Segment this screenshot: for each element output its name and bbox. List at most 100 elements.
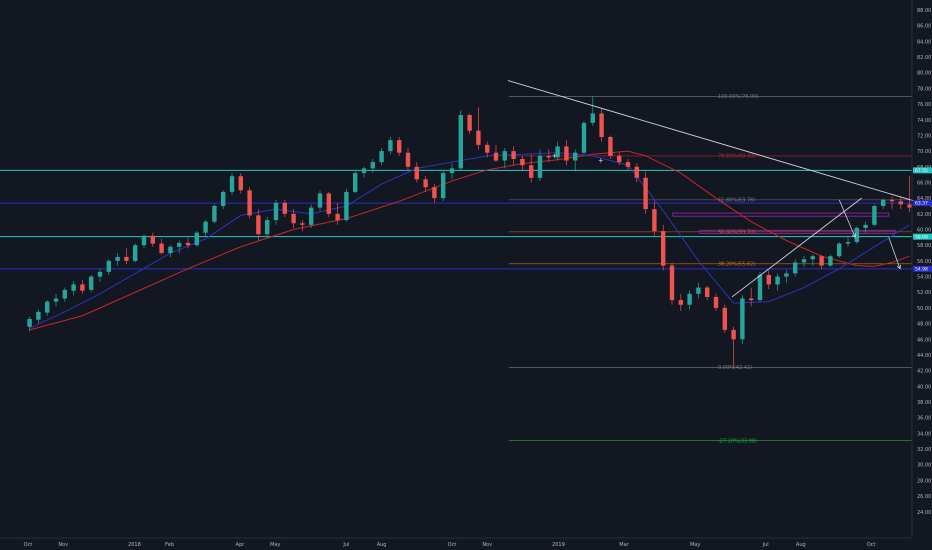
- y-tick-label: 36.00: [917, 416, 931, 422]
- candle-body: [599, 113, 604, 138]
- x-tick-label: 2018: [128, 542, 141, 548]
- candle-body: [810, 256, 815, 260]
- candle-body: [608, 137, 613, 156]
- y-tick-label: 38.00: [917, 400, 931, 406]
- y-tick-label: 82.00: [917, 55, 931, 61]
- candle-body: [722, 307, 727, 330]
- candle-body: [502, 151, 507, 161]
- candle-body: [819, 256, 824, 266]
- candle-body: [247, 190, 252, 216]
- y-tick-label: 80.00: [917, 71, 931, 77]
- candle-body: [53, 298, 59, 302]
- price-tag-label: 67.55: [915, 168, 928, 174]
- candle-body: [898, 201, 903, 205]
- price-tag-box: [913, 233, 932, 240]
- candle-body: [845, 242, 851, 244]
- candle-body: [573, 152, 578, 161]
- trend-line: [507, 80, 932, 207]
- candle-body: [881, 199, 886, 206]
- candle-body: [97, 271, 103, 277]
- candle-body: [713, 296, 719, 308]
- candle-body: [353, 173, 358, 192]
- x-tick-label: Feb: [165, 542, 174, 548]
- candle-body: [185, 242, 191, 246]
- x-tick-label: Oct: [24, 542, 33, 548]
- candle-body: [115, 256, 120, 261]
- arrow-head: [851, 233, 856, 239]
- candle-body: [617, 155, 622, 163]
- moving-average-blue-line: [29, 152, 910, 329]
- price-tag-label: 54.98: [915, 266, 928, 272]
- candle-body: [379, 151, 384, 163]
- candle-body: [265, 220, 270, 235]
- y-tick-label: 66.00: [917, 180, 931, 186]
- price-tag-box: [913, 200, 932, 207]
- x-tick-label: Nov: [58, 542, 68, 548]
- projection-arrow: [838, 199, 856, 238]
- x-tick-label: Nov: [482, 542, 492, 548]
- candle-body: [907, 204, 912, 208]
- candle-body: [625, 162, 631, 167]
- arrow-head: [896, 264, 902, 270]
- y-tick-label: 34.00: [917, 431, 931, 437]
- candle-body: [511, 151, 516, 159]
- y-tick-label: 72.00: [917, 133, 931, 139]
- y-tick-label: 60.00: [917, 228, 931, 234]
- x-tick-label: May: [690, 542, 700, 548]
- candle-body: [863, 224, 868, 228]
- y-tick-label: 62.00: [917, 212, 931, 218]
- y-tick-label: 70.00: [917, 149, 931, 155]
- candle-body: [256, 215, 261, 235]
- candle-body: [397, 140, 402, 153]
- candle-body: [784, 273, 789, 277]
- y-tick-label: 54.00: [917, 275, 931, 281]
- candle-body: [546, 155, 551, 158]
- candle-body: [62, 289, 67, 299]
- trend-line: [731, 197, 862, 298]
- candle-body: [678, 300, 683, 305]
- candle-body: [467, 115, 472, 131]
- y-tick-label: 88.00: [917, 8, 931, 14]
- candle-body: [388, 140, 393, 152]
- y-tick-label: 76.00: [917, 102, 931, 108]
- y-tick-label: 56.00: [917, 259, 931, 265]
- candle-body: [159, 243, 164, 254]
- x-tick-label: May: [270, 542, 280, 548]
- x-tick-label: Jul: [342, 542, 349, 548]
- candle-body: [300, 223, 305, 225]
- projection-arrow: [888, 237, 901, 269]
- candle-body: [801, 259, 807, 263]
- candle-body: [177, 242, 182, 247]
- candle-body: [740, 298, 745, 340]
- y-tick-label: 78.00: [917, 86, 931, 92]
- candle-body: [889, 199, 895, 202]
- y-tick-label: 74.00: [917, 118, 931, 124]
- candle-body: [414, 166, 419, 180]
- candle-body: [335, 213, 340, 221]
- candle-body: [150, 235, 155, 244]
- candle-body: [749, 298, 754, 301]
- candle-body: [872, 206, 877, 225]
- x-tick-label: 2019: [552, 542, 565, 548]
- candle-body: [36, 311, 41, 320]
- candle-body: [27, 318, 32, 327]
- fib-level-label: -27.20%(33.08): [718, 438, 757, 444]
- zone-box: [699, 229, 896, 234]
- candle-body: [485, 144, 490, 153]
- candle-body: [89, 276, 94, 290]
- candle-body: [458, 115, 463, 169]
- candle-body: [793, 262, 798, 274]
- candle-body: [537, 155, 543, 178]
- candle-body: [687, 293, 692, 305]
- candle-body: [564, 146, 569, 161]
- x-tick-label: Aug: [377, 542, 387, 548]
- y-tick-label: 86.00: [917, 24, 931, 30]
- candle-body: [291, 213, 296, 224]
- y-axis: 88.00 86.00 84.00 82.00 80.00 78.00 76.00 74.00…: [911, 0, 932, 538]
- candle-body: [581, 122, 587, 153]
- x-axis: Oct Nov 2018 Feb Apr May Jul Aug Oct Nov 2019 Mar Ma…: [0, 537, 912, 548]
- candle-body: [238, 176, 243, 191]
- candle-body: [194, 232, 199, 246]
- y-tick-label: 52.00: [917, 290, 931, 296]
